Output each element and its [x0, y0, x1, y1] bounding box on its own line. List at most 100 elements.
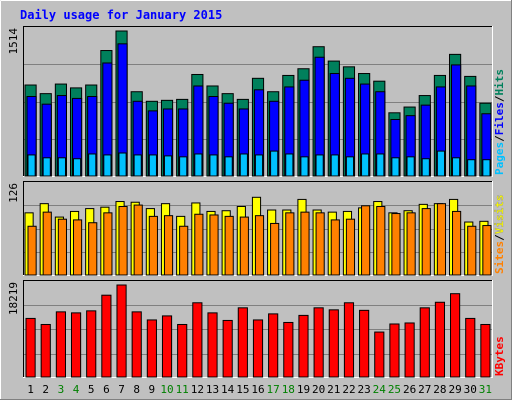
bar-kbytes-day-14	[222, 319, 233, 378]
bar-pages-day-5	[88, 153, 97, 177]
legend-item-slash: /	[493, 135, 506, 142]
day-label-14: 14	[221, 383, 235, 396]
day-label-31: 31	[479, 383, 492, 396]
bar-pages-day-10	[163, 155, 173, 177]
bar-pages-day-16	[254, 154, 264, 177]
legend-item-sites: Sites	[493, 241, 506, 274]
bar-pages-day-29	[452, 157, 461, 177]
bar-pages-day-27	[421, 158, 430, 177]
day-label-25: 25	[388, 383, 401, 396]
bar-sites-day-25	[391, 213, 401, 276]
bar-kbytes-day-12	[192, 302, 203, 378]
bar-sites-day-22	[345, 218, 356, 276]
bar-pages-day-11	[179, 156, 188, 177]
legend-item-slash: /	[493, 95, 506, 102]
day-label-11: 11	[176, 383, 189, 396]
bar-sites-day-7	[118, 205, 128, 276]
bar-pages-day-1	[27, 154, 36, 177]
bar-sites-day-21	[330, 219, 340, 276]
bar-sites-day-19	[300, 211, 310, 276]
bar-kbytes-day-4	[70, 312, 82, 378]
bar-kbytes-day-23	[359, 309, 370, 378]
legend-item-pages: Pages	[493, 142, 506, 175]
day-label-8: 8	[133, 383, 140, 396]
bar-kbytes-day-3	[55, 311, 66, 378]
bar-kbytes-day-8	[131, 311, 142, 378]
day-label-24: 24	[373, 383, 387, 396]
bar-pages-day-24	[376, 153, 385, 177]
bar-pages-day-7	[118, 152, 127, 177]
bar-pages-day-20	[315, 154, 324, 177]
bar-kbytes-day-28	[434, 301, 446, 378]
bar-sites-day-13	[209, 214, 219, 276]
bar-sites-day-27	[421, 208, 431, 276]
day-label-2: 2	[42, 383, 49, 396]
bar-sites-day-18	[285, 212, 295, 276]
bar-kbytes-day-10	[161, 315, 173, 378]
day-label-9: 9	[149, 383, 156, 396]
bar-kbytes-day-6	[101, 294, 112, 378]
bar-sites-day-14	[224, 215, 234, 276]
bar-kbytes-day-25	[389, 323, 400, 378]
bar-pages-day-17	[270, 150, 279, 177]
day-label-3: 3	[58, 383, 65, 396]
bar-pages-day-6	[103, 154, 112, 177]
bar-sites-day-5	[88, 222, 98, 276]
day-label-22: 22	[342, 383, 355, 396]
bar-pages-day-13	[209, 154, 218, 177]
legend-item-files: Files	[493, 102, 506, 135]
day-label-13: 13	[206, 383, 219, 396]
day-label-19: 19	[297, 383, 310, 396]
bar-pages-day-28	[436, 150, 446, 177]
bar-kbytes-day-20	[313, 307, 324, 378]
bar-sites-day-12	[194, 213, 204, 276]
bar-pages-day-14	[224, 156, 233, 177]
bar-sites-day-30	[467, 225, 477, 276]
legend-pages-files-hits: Pages/Files/Hits	[493, 69, 506, 175]
day-label-20: 20	[312, 383, 325, 396]
bar-sites-day-2	[42, 211, 52, 276]
day-label-12: 12	[191, 383, 204, 396]
bar-sites-day-31	[482, 225, 492, 276]
day-label-17: 17	[267, 383, 280, 396]
bar-kbytes-day-27	[419, 307, 430, 378]
bar-kbytes-day-11	[177, 323, 188, 378]
bar-sites-day-16	[254, 215, 265, 276]
day-label-6: 6	[103, 383, 110, 396]
bar-pages-day-3	[57, 157, 66, 177]
day-label-29: 29	[448, 383, 461, 396]
bar-sites-day-15	[239, 216, 249, 276]
bar-sites-day-23	[361, 205, 371, 276]
bar-pages-day-23	[361, 153, 370, 177]
bar-sites-day-1	[27, 225, 37, 276]
day-label-23: 23	[358, 383, 371, 396]
chart-panels: 1514Pages/Files/Hits126Sites/Visits18219…	[7, 26, 506, 378]
bar-kbytes-day-15	[237, 307, 248, 378]
bar-kbytes-day-13	[207, 312, 218, 378]
bar-sites-day-28	[436, 203, 447, 276]
bar-sites-day-20	[315, 212, 325, 276]
bar-kbytes-day-26	[404, 322, 415, 378]
bar-sites-day-4	[72, 219, 83, 276]
bar-sites-day-11	[179, 225, 189, 276]
day-labels: 1 2 3 4 5 6 7 8 9 10 11 12 13 14 15 16 17 18 19 20 21 22 23 24 2…	[27, 383, 492, 396]
chart-title: Daily usage for January 2015	[20, 8, 222, 22]
bar-sites-day-6	[103, 212, 113, 276]
day-label-10: 10	[160, 383, 173, 396]
ymax-label-pages-files-hits: 1514	[7, 28, 20, 55]
bar-pages-day-25	[391, 157, 400, 177]
bar-sites-day-24	[376, 205, 386, 276]
bar-kbytes-day-9	[146, 319, 157, 378]
bar-kbytes-day-31	[480, 323, 491, 378]
legend-item-kbytes: KBytes	[493, 336, 506, 376]
bar-pages-day-12	[194, 153, 203, 177]
bar-pages-day-18	[285, 153, 294, 177]
bar-kbytes-day-24	[374, 331, 385, 378]
legend-item-visits: Visits	[493, 195, 506, 235]
bar-pages-day-15	[239, 153, 248, 177]
bar-kbytes-day-1	[25, 317, 36, 378]
legend-item-hits: Hits	[493, 69, 506, 96]
ymax-label-kbytes: 18219	[7, 282, 20, 315]
day-label-15: 15	[236, 383, 249, 396]
